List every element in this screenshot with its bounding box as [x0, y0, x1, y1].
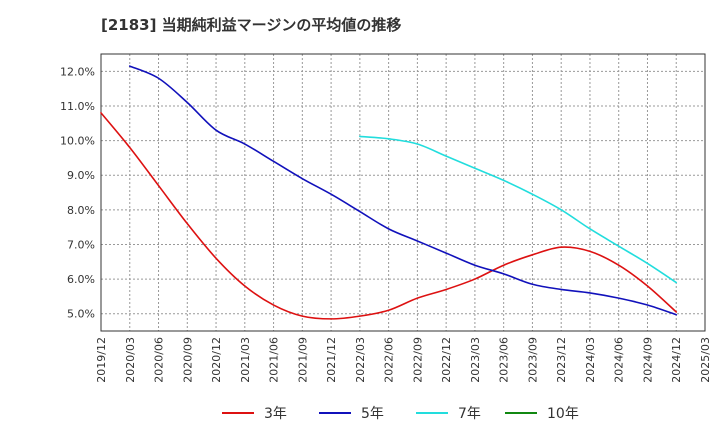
x-tick-label: 2019/12 [95, 337, 108, 383]
series-line-3 [359, 135, 678, 284]
legend-label-3: 7年 [458, 406, 481, 422]
x-tick-label: 2022/12 [440, 337, 453, 383]
axes: 5.0% 6.0% 7.0% 8.0% 9.0% 10.0% 11.0% 12.0% 2019/… [60, 53, 712, 383]
series-line-1 [100, 112, 678, 320]
legend-label-4: 10年 [547, 406, 579, 422]
x-tick-label: 2021/09 [296, 337, 309, 383]
x-tick-label: 2022/09 [411, 337, 424, 383]
x-tick-label: 2020/12 [210, 337, 223, 383]
x-tick-label: 2024/03 [584, 337, 597, 383]
x-tick-label: 2023/09 [526, 337, 539, 383]
gridlines [101, 54, 705, 331]
series-lines [100, 65, 678, 320]
y-tick-label: 7.0% [67, 238, 95, 251]
y-tick-label: 11.0% [60, 100, 95, 113]
x-tick-label: 2025/03 [699, 337, 712, 383]
series-line-2 [128, 65, 678, 316]
plot-frame [100, 53, 706, 332]
y-tick-label: 12.0% [60, 65, 95, 78]
y-tick-label: 8.0% [67, 204, 95, 217]
x-tick-label: 2023/03 [469, 337, 482, 383]
x-tick-label: 2020/06 [153, 337, 166, 383]
chart-title: [2183] 当期純利益マージンの平均値の推移 [101, 16, 402, 34]
x-tick-label: 2022/03 [354, 337, 367, 383]
x-tick-label: 2020/09 [181, 337, 194, 383]
legend: 3年 5年 7年 10年 [222, 406, 579, 422]
x-tick-label: 2020/03 [124, 337, 137, 383]
x-tick-label: 2023/12 [555, 337, 568, 383]
x-tick-label: 2021/06 [268, 337, 281, 383]
y-tick-label: 10.0% [60, 135, 95, 148]
x-tick-label: 2021/12 [325, 337, 338, 383]
y-tick-label: 5.0% [67, 308, 95, 321]
x-tick-label: 2024/12 [670, 337, 683, 383]
legend-label-1: 3年 [264, 406, 287, 422]
x-tick-label: 2023/06 [498, 337, 511, 383]
legend-label-2: 5年 [361, 406, 384, 422]
x-tick-label: 2021/03 [239, 337, 252, 383]
x-tick-label: 2024/06 [613, 337, 626, 383]
x-tick-label: 2024/09 [641, 337, 654, 383]
x-tick-label: 2022/06 [383, 337, 396, 383]
y-tick-label: 9.0% [67, 169, 95, 182]
y-tick-label: 6.0% [67, 273, 95, 286]
